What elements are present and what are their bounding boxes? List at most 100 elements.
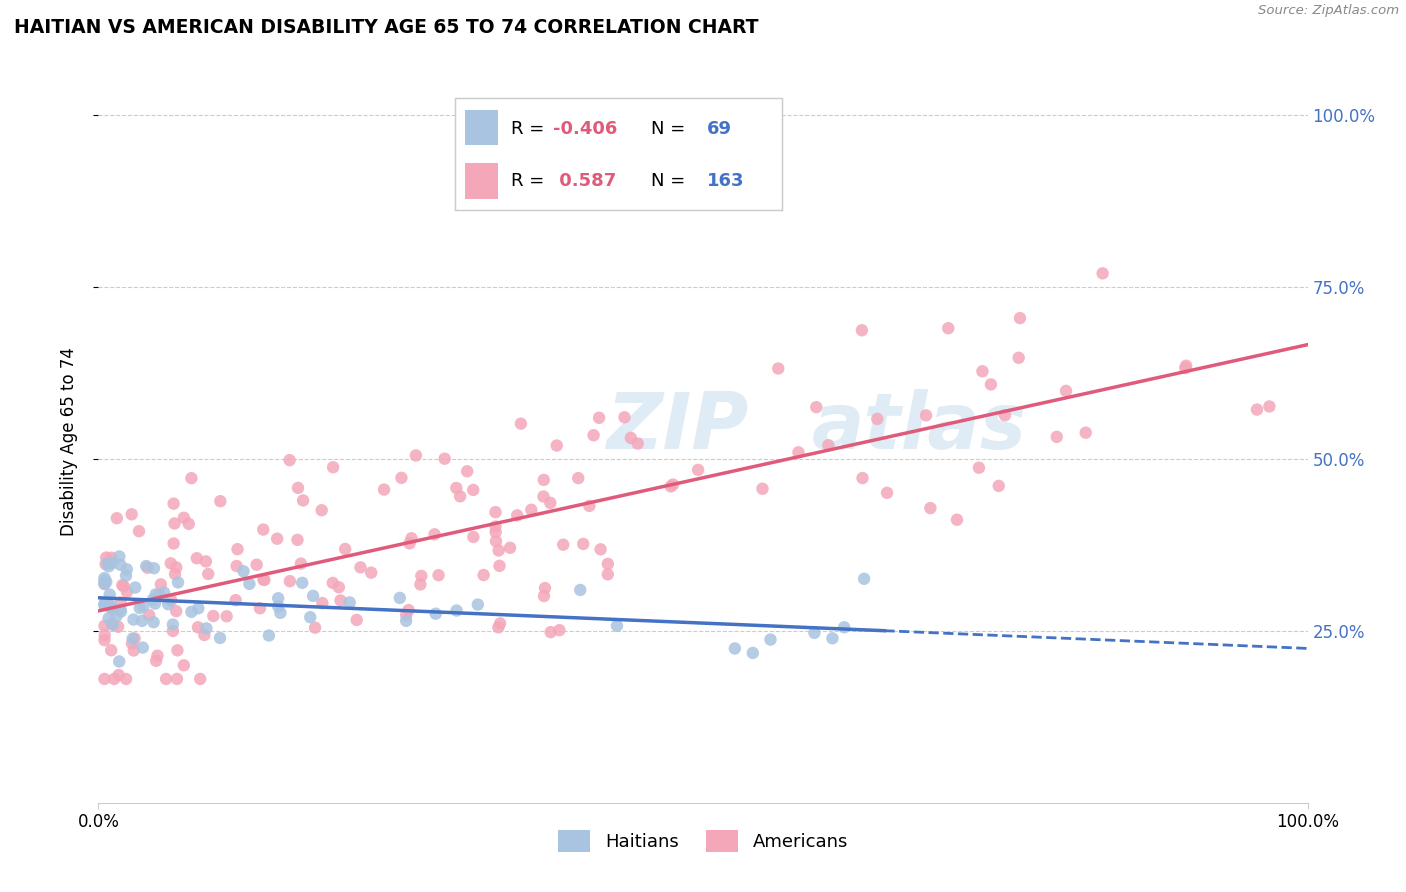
Point	[817, 438, 839, 452]
Point	[423, 527, 446, 541]
Point	[803, 626, 825, 640]
Point	[246, 558, 269, 572]
Point	[226, 542, 249, 557]
Point	[93, 672, 115, 686]
Point	[93, 577, 115, 591]
Point	[143, 561, 166, 575]
Point	[620, 431, 643, 445]
Point	[187, 601, 209, 615]
Point	[411, 569, 433, 583]
Point	[163, 567, 186, 582]
Point	[142, 593, 165, 607]
Point	[145, 654, 167, 668]
Point	[177, 516, 200, 531]
Point	[688, 463, 710, 477]
Point	[946, 513, 969, 527]
Point	[395, 614, 418, 628]
Point	[446, 481, 468, 495]
Point	[589, 542, 612, 557]
Point	[472, 568, 495, 582]
Point	[121, 632, 143, 646]
Point	[173, 658, 195, 673]
Point	[166, 672, 188, 686]
Point	[821, 632, 844, 646]
Point	[110, 602, 132, 616]
Point	[93, 619, 115, 633]
Point	[148, 588, 170, 602]
Point	[278, 453, 301, 467]
Point	[159, 556, 181, 570]
Point	[433, 451, 456, 466]
Point	[1008, 311, 1031, 326]
Point	[425, 607, 447, 621]
Point	[485, 525, 508, 540]
Point	[463, 530, 485, 544]
Point	[972, 364, 994, 378]
Point	[569, 582, 592, 597]
Point	[724, 641, 747, 656]
Point	[915, 409, 938, 423]
Point	[93, 574, 115, 588]
Point	[142, 615, 165, 630]
Point	[832, 620, 855, 634]
Point	[553, 538, 575, 552]
Point	[101, 602, 124, 616]
Point	[101, 616, 124, 631]
Point	[115, 562, 138, 576]
Point	[252, 573, 274, 587]
Point	[520, 502, 543, 516]
Point	[401, 531, 423, 545]
Point	[1258, 400, 1281, 414]
Point	[287, 533, 309, 547]
Point	[135, 559, 157, 574]
Point	[110, 595, 132, 609]
Point	[96, 574, 118, 589]
Point	[534, 581, 557, 595]
Point	[100, 599, 122, 613]
Point	[627, 436, 650, 450]
Point	[253, 573, 276, 587]
Point	[866, 412, 889, 426]
Point	[163, 536, 186, 550]
Text: HAITIAN VS AMERICAN DISABILITY AGE 65 TO 74 CORRELATION CHART: HAITIAN VS AMERICAN DISABILITY AGE 65 TO…	[14, 18, 759, 37]
Point	[252, 523, 274, 537]
Point	[162, 497, 184, 511]
Legend: Haitians, Americans: Haitians, Americans	[551, 822, 855, 859]
Point	[128, 524, 150, 539]
Point	[121, 636, 143, 650]
Point	[209, 494, 232, 508]
Point	[100, 599, 122, 614]
Point	[596, 567, 619, 582]
Point	[103, 672, 125, 686]
Point	[124, 581, 146, 595]
Point	[122, 613, 145, 627]
Point	[596, 557, 619, 571]
Text: Source: ZipAtlas.com: Source: ZipAtlas.com	[1258, 4, 1399, 18]
Point	[540, 625, 562, 640]
Point	[980, 377, 1002, 392]
Point	[143, 597, 166, 611]
Point	[111, 578, 134, 592]
Point	[93, 633, 115, 648]
Point	[1246, 402, 1268, 417]
Point	[304, 621, 326, 635]
Point	[267, 591, 290, 606]
Point	[115, 568, 138, 582]
Point	[180, 471, 202, 485]
Point	[427, 568, 450, 582]
Point	[107, 620, 129, 634]
Point	[138, 608, 160, 623]
Point	[1174, 361, 1197, 376]
Point	[121, 508, 143, 522]
Point	[128, 601, 150, 615]
Point	[339, 595, 361, 609]
Point	[302, 589, 325, 603]
Point	[100, 550, 122, 565]
Point	[876, 485, 898, 500]
Point	[167, 575, 190, 590]
Point	[548, 623, 571, 637]
Point	[98, 588, 121, 602]
Point	[1054, 384, 1077, 398]
Point	[146, 648, 169, 663]
Point	[165, 560, 187, 574]
